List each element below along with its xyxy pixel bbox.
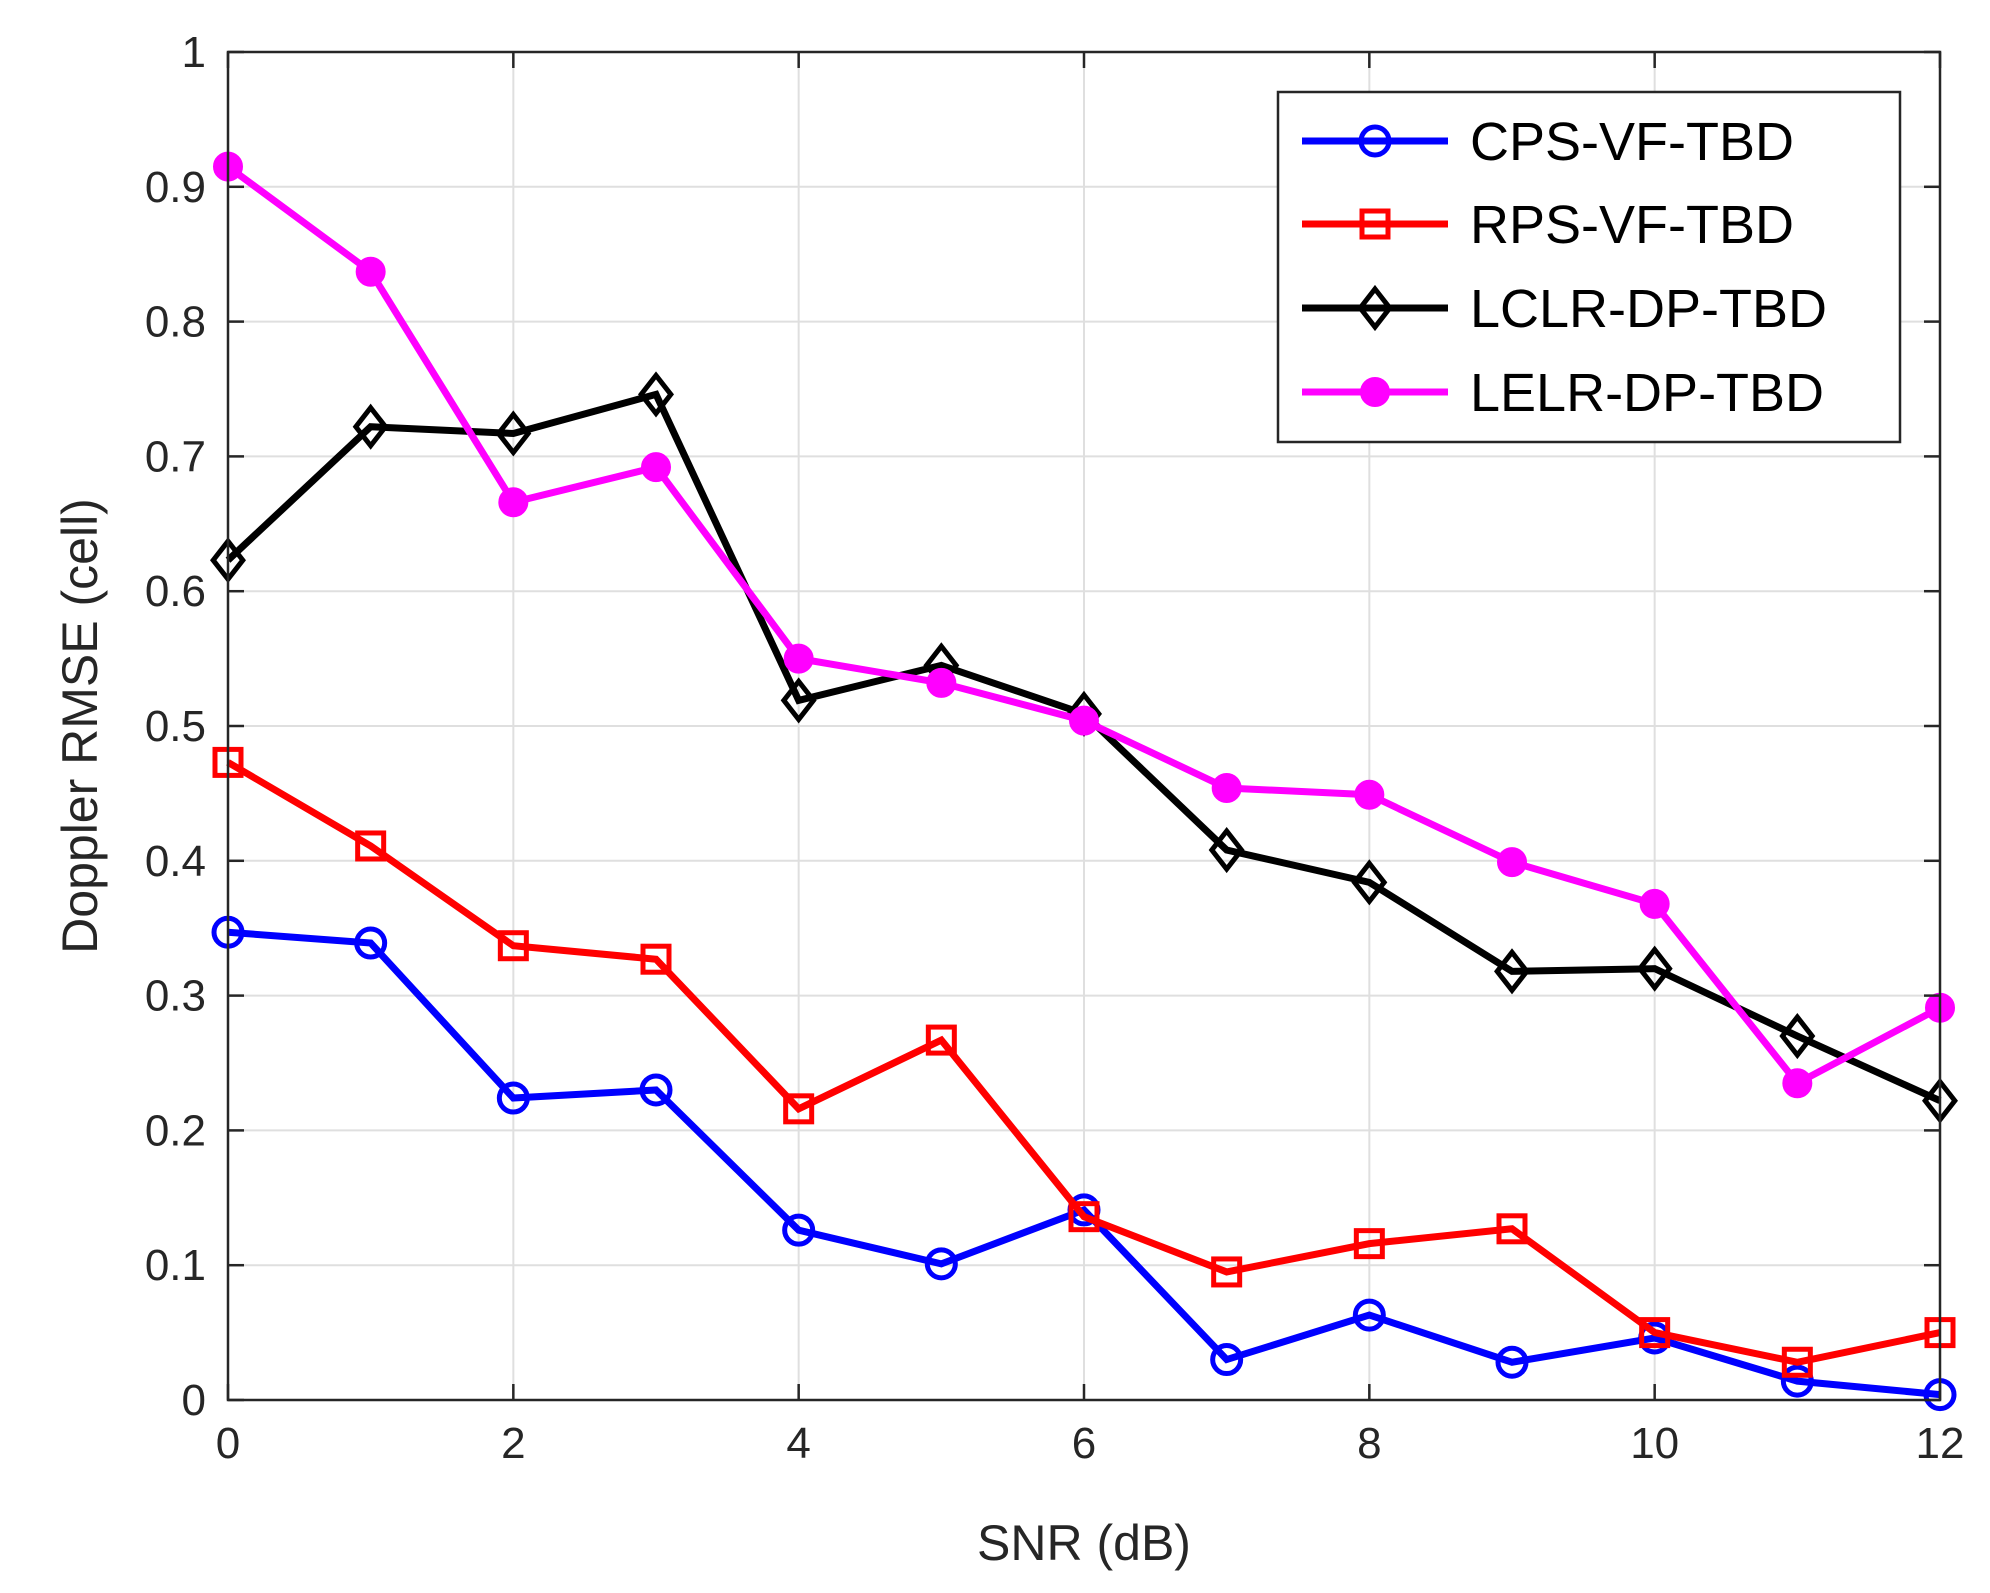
data-point-lelr-dp-tbd xyxy=(1639,888,1670,919)
data-point-rps-vf-tbd xyxy=(1781,1346,1813,1378)
x-axis-title: SNR (dB) xyxy=(977,1515,1191,1571)
data-point-cps-vf-tbd xyxy=(1780,1364,1814,1398)
data-point-rps-vf-tbd xyxy=(783,1093,815,1125)
legend: CPS-VF-TBD RPS-VF-TBD LCLR-DP-TBD LELR-DP-T… xyxy=(1276,90,1902,444)
data-point-rps-vf-tbd xyxy=(1211,1256,1243,1288)
data-point-rps-vf-tbd xyxy=(497,930,529,962)
data-point-lelr-dp-tbd xyxy=(1211,773,1242,804)
y-tick-label: 0.2 xyxy=(145,1106,206,1155)
y-tick-label: 0.9 xyxy=(145,163,206,212)
x-tick-label: 6 xyxy=(1072,1419,1096,1468)
x-tick-label: 8 xyxy=(1357,1419,1381,1468)
data-point-lelr-dp-tbd xyxy=(1354,779,1385,810)
x-tick-label: 2 xyxy=(501,1419,525,1468)
legend-item-cps-vf-tbd: CPS-VF-TBD xyxy=(1302,112,1794,172)
data-point-lelr-dp-tbd xyxy=(355,256,386,287)
legend-marker-lclr-dp-tbd xyxy=(1357,284,1393,332)
legend-marker-lelr-dp-tbd xyxy=(1360,377,1390,407)
data-point-lclr-dp-tbd xyxy=(1208,826,1245,874)
x-tick-label: 0 xyxy=(216,1419,240,1468)
legend-label-rps-vf-tbd: RPS-VF-TBD xyxy=(1470,195,1794,255)
data-point-cps-vf-tbd xyxy=(1352,1298,1386,1332)
data-point-lclr-dp-tbd xyxy=(1494,948,1530,995)
x-tick-label: 10 xyxy=(1630,1419,1679,1468)
data-point-lelr-dp-tbd xyxy=(1782,1068,1813,1099)
series-line-cps-vf-tbd xyxy=(227,928,1941,1399)
data-point-lelr-dp-tbd xyxy=(641,452,671,483)
legend-item-lclr-dp-tbd: LCLR-DP-TBD xyxy=(1302,279,1827,339)
y-tick-label: 0.8 xyxy=(145,298,206,347)
y-axis-title: Doppler RMSE (cell) xyxy=(52,498,108,954)
data-point-lclr-dp-tbd xyxy=(495,410,532,457)
data-point-cps-vf-tbd xyxy=(782,1213,816,1247)
y-tick-label: 0.1 xyxy=(145,1241,206,1290)
x-tick-label: 4 xyxy=(786,1419,810,1468)
y-tick-label: 0.5 xyxy=(145,702,206,751)
data-point-lelr-dp-tbd xyxy=(498,487,529,518)
legend-label-cps-vf-tbd: CPS-VF-TBD xyxy=(1470,112,1794,172)
data-point-rps-vf-tbd xyxy=(1068,1201,1100,1233)
legend-marker-rps-vf-tbd xyxy=(1359,208,1391,240)
y-tick-label: 0.7 xyxy=(145,432,206,481)
legend-label-lclr-dp-tbd: LCLR-DP-TBD xyxy=(1470,279,1827,339)
data-point-cps-vf-tbd xyxy=(924,1247,958,1281)
data-point-lclr-dp-tbd xyxy=(780,677,817,724)
data-point-lelr-dp-tbd xyxy=(926,667,957,698)
data-point-lelr-dp-tbd xyxy=(783,643,814,674)
data-point-cps-vf-tbd xyxy=(639,1073,673,1107)
y-tick-label: 0.4 xyxy=(145,837,206,886)
data-point-lclr-dp-tbd xyxy=(1351,859,1388,906)
tick-labels: 0 2 4 6 8 10 12 0 0.1 0.2 0.3 0.4 0.5 0.6 0.7 0.8 0.9 1 xyxy=(145,28,1965,1468)
data-point-cps-vf-tbd xyxy=(1210,1343,1244,1377)
data-point-rps-vf-tbd xyxy=(1496,1213,1528,1245)
ticks xyxy=(226,50,1942,1402)
data-point-cps-vf-tbd xyxy=(496,1081,530,1115)
data-point-lelr-dp-tbd xyxy=(1497,847,1527,878)
series-layer xyxy=(210,151,1958,1412)
legend-item-rps-vf-tbd: RPS-VF-TBD xyxy=(1302,195,1794,255)
y-tick-label: 0.3 xyxy=(145,972,206,1021)
legend-marker-cps-vf-tbd xyxy=(1358,124,1392,158)
series-line-rps-vf-tbd xyxy=(226,759,1941,1366)
data-point-lclr-dp-tbd xyxy=(638,371,674,418)
data-point-lclr-dp-tbd xyxy=(1636,945,1673,992)
data-point-rps-vf-tbd xyxy=(925,1024,957,1056)
y-tick-label: 1 xyxy=(182,28,206,77)
data-point-cps-vf-tbd xyxy=(1495,1345,1529,1379)
data-point-rps-vf-tbd xyxy=(1639,1317,1671,1349)
data-point-rps-vf-tbd xyxy=(355,830,387,862)
data-point-rps-vf-tbd xyxy=(640,943,672,975)
y-tick-label: 0 xyxy=(182,1376,206,1425)
data-point-lclr-dp-tbd xyxy=(352,403,389,450)
x-tick-label: 12 xyxy=(1916,1419,1965,1468)
legend-box xyxy=(1276,90,1902,444)
legend-label-lelr-dp-tbd: LELR-DP-TBD xyxy=(1470,363,1824,423)
data-point-cps-vf-tbd xyxy=(354,926,388,960)
data-point-lelr-dp-tbd xyxy=(1069,705,1099,736)
y-tick-label: 0.6 xyxy=(145,567,206,616)
data-point-lclr-dp-tbd xyxy=(1779,1012,1816,1060)
legend-item-lelr-dp-tbd: LELR-DP-TBD xyxy=(1302,363,1824,423)
data-point-rps-vf-tbd xyxy=(1353,1228,1385,1260)
